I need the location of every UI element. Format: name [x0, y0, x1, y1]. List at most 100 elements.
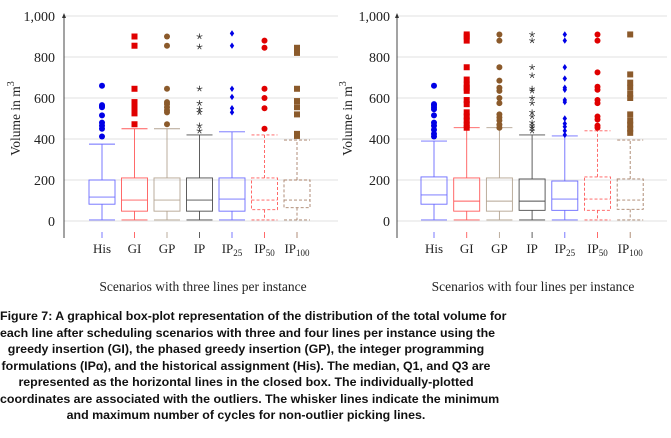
- outlier-point: [196, 122, 203, 129]
- box-iqr: [518, 178, 546, 211]
- y-tick-label: 600: [34, 92, 55, 107]
- box-iqr: [616, 178, 644, 210]
- outlier-point: [229, 93, 235, 101]
- outlier-point: [594, 122, 601, 129]
- outlier-point: [496, 37, 503, 44]
- outlier-point: [463, 113, 470, 120]
- outlier-point: [294, 98, 300, 105]
- outlier-point: [627, 129, 634, 136]
- x-tick-label: GI: [128, 241, 142, 256]
- outlier-point: [229, 105, 235, 112]
- outlier-point: [529, 95, 536, 101]
- box-plot-chart-2: 0 200 400 600 800 1,000 Volume in m3 Scenarios …: [338, 10, 667, 294]
- box-ip25: [551, 31, 579, 238]
- outlier-point: [496, 77, 503, 84]
- outlier-point: [294, 44, 300, 51]
- x-tick-label: IP100: [618, 241, 644, 258]
- outlier-point: [196, 100, 203, 106]
- outlier-point: [164, 33, 170, 40]
- outlier-point: [529, 85, 536, 92]
- outlier-point: [294, 85, 300, 92]
- y-tick-label: 400: [369, 133, 390, 148]
- outlier-point: [463, 64, 470, 71]
- box-ip25: [218, 30, 246, 238]
- outlier-point: [431, 126, 437, 133]
- outlier-point: [431, 119, 437, 126]
- outlier-point: [627, 31, 634, 38]
- x-axis-title: Scenarios with three lines per instance: [99, 279, 306, 294]
- y-tick-label: 1,000: [24, 10, 56, 25]
- outlier-point: [131, 33, 138, 40]
- x-tick-label: His: [93, 241, 111, 256]
- outlier-point: [131, 107, 138, 114]
- box-iqr: [218, 177, 246, 212]
- x-tick-label: GP: [159, 241, 176, 256]
- outlier-point: [294, 111, 300, 118]
- outlier-point: [562, 96, 567, 104]
- x-tick-label: IP: [194, 241, 206, 256]
- outlier-point: [627, 117, 634, 124]
- box-iqr: [485, 177, 513, 212]
- outlier-point: [164, 42, 170, 49]
- outlier-point: [627, 71, 634, 78]
- outlier-point: [463, 101, 470, 108]
- outlier-point: [562, 131, 567, 139]
- outlier-point: [463, 124, 470, 131]
- box-iqr: [121, 177, 148, 212]
- outlier-point: [529, 31, 536, 38]
- outlier-point: [594, 31, 601, 38]
- caption-line: represented as the horizontal lines in t…: [18, 375, 474, 389]
- figure-charts: 0 200 400 600 800 1,000 Volume in m3 Scenarios …: [6, 10, 667, 294]
- outlier-point: [131, 42, 138, 49]
- y-axis-arrow: [62, 13, 66, 18]
- outlier-point: [131, 85, 138, 92]
- box-ip50: [584, 31, 611, 238]
- outlier-point: [496, 121, 503, 128]
- outlier-point: [463, 121, 470, 128]
- outlier-point: [627, 95, 634, 101]
- box-gp: [485, 31, 513, 238]
- outlier-point: [594, 69, 601, 76]
- outlier-point: [627, 125, 634, 132]
- box-iqr: [453, 177, 481, 212]
- y-tick-label: 800: [369, 51, 390, 66]
- outlier-point: [463, 37, 470, 44]
- y-tick-label: 800: [34, 51, 55, 66]
- outlier-point: [562, 115, 567, 122]
- outlier-point: [594, 37, 601, 44]
- box-iqr: [153, 177, 181, 212]
- y-axis-label: Volume in m3: [338, 81, 355, 156]
- outlier-point: [99, 119, 105, 126]
- box-gi: [453, 31, 481, 238]
- outlier-point: [261, 125, 268, 132]
- box-plot-chart-1: 0 200 400 600 800 1,000 Volume in m3 Scenarios …: [6, 10, 338, 294]
- outlier-point: [562, 84, 567, 91]
- y-axis-label: Volume in m3: [6, 81, 23, 156]
- box-his: [88, 82, 116, 238]
- outlier-point: [496, 95, 503, 101]
- outlier-point: [196, 109, 203, 116]
- outlier-point: [131, 110, 138, 117]
- outlier-point: [594, 83, 601, 90]
- outlier-point: [196, 43, 203, 50]
- x-tick-label: His: [425, 241, 443, 256]
- outlier-point: [496, 84, 503, 91]
- outlier-point: [164, 99, 170, 106]
- outlier-point: [562, 120, 567, 127]
- outlier-point: [496, 31, 503, 38]
- outlier-point: [229, 109, 235, 116]
- x-axis-title: Scenarios with four lines per instance: [432, 279, 635, 294]
- box-iqr: [420, 176, 448, 205]
- outlier-point: [529, 100, 536, 106]
- outlier-point: [261, 95, 268, 101]
- outlier-point: [529, 109, 536, 116]
- outlier-point: [463, 76, 470, 83]
- caption-line: and maximum number of cycles for non-out…: [66, 408, 426, 422]
- outlier-point: [463, 31, 470, 38]
- box-iqr: [186, 177, 213, 212]
- box-ip100: [616, 31, 644, 238]
- outlier-point: [463, 87, 470, 94]
- outlier-point: [496, 111, 503, 118]
- outlier-point: [529, 37, 536, 44]
- caption-line: greedy insertion (GI), the phased greedy…: [7, 342, 485, 356]
